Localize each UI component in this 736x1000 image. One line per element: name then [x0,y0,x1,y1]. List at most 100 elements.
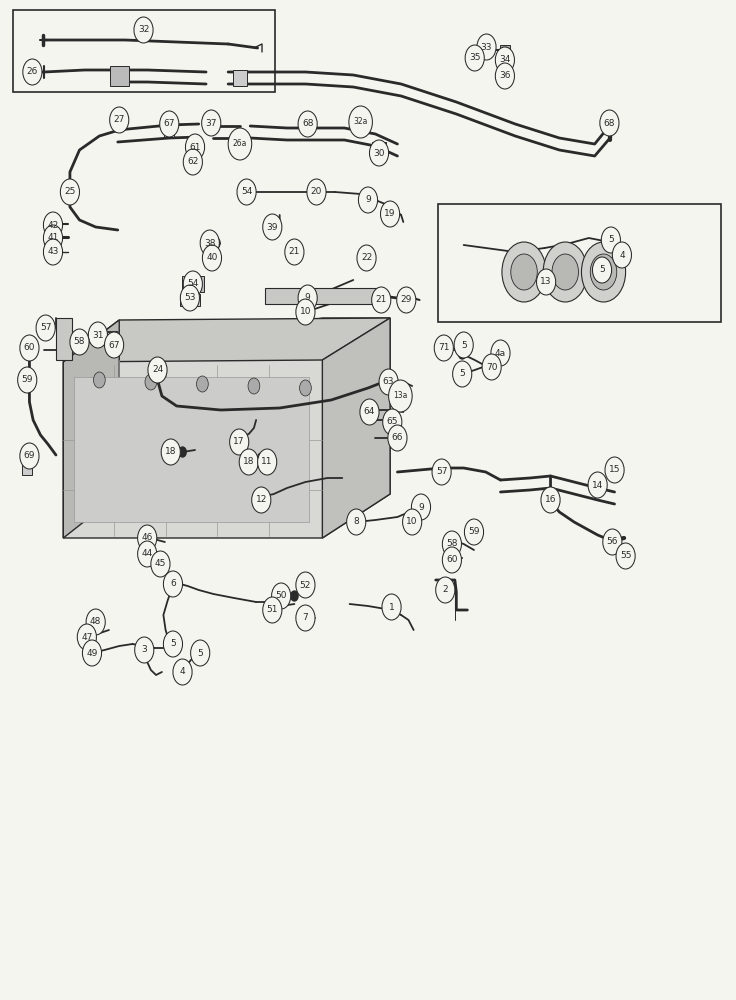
Text: 31: 31 [92,330,104,340]
Text: 45: 45 [155,560,166,568]
Text: 49: 49 [86,648,98,658]
Bar [265,288,379,304]
Circle shape [179,447,186,457]
Text: 60: 60 [24,344,35,353]
Text: 18: 18 [243,458,255,466]
Text: 9: 9 [365,196,371,205]
Text: 61: 61 [189,142,201,151]
Circle shape [389,380,412,412]
Circle shape [537,269,556,295]
Text: 46: 46 [141,534,153,542]
Text: 35: 35 [469,53,481,62]
Text: 3: 3 [141,646,147,654]
Text: 33: 33 [481,42,492,51]
Bar [500,69,510,83]
Circle shape [383,409,402,435]
Bar [372,142,386,158]
Circle shape [145,374,157,390]
Text: 21: 21 [289,247,300,256]
Text: 59: 59 [21,375,33,384]
Bar [438,204,721,322]
Circle shape [161,439,180,465]
Circle shape [105,332,124,358]
Text: 51: 51 [266,605,278,614]
Text: 66: 66 [392,434,403,442]
Text: 5: 5 [461,340,467,350]
Circle shape [552,254,578,290]
Circle shape [432,459,451,485]
Circle shape [600,110,619,136]
Circle shape [298,111,317,137]
Circle shape [381,201,400,227]
Circle shape [151,551,170,577]
Text: 60: 60 [446,556,458,564]
Circle shape [138,541,157,567]
Text: 68: 68 [604,118,615,127]
Text: 50: 50 [275,591,287,600]
Circle shape [603,529,622,555]
Text: 26: 26 [26,68,38,77]
Circle shape [434,335,453,361]
Circle shape [298,285,317,311]
Circle shape [454,332,473,358]
Text: 34: 34 [499,55,511,64]
Bar [309,184,324,199]
Circle shape [43,212,63,238]
Bar [182,276,204,292]
Circle shape [77,624,96,650]
Circle shape [465,45,484,71]
Circle shape [491,340,510,366]
Text: 58: 58 [446,540,458,548]
Circle shape [411,494,431,520]
Bar [56,318,72,360]
Text: 47: 47 [81,633,93,642]
Circle shape [237,179,256,205]
Circle shape [459,349,466,359]
Circle shape [263,597,282,623]
Circle shape [453,361,472,387]
Circle shape [607,235,615,245]
Circle shape [173,659,192,685]
Text: 12: 12 [255,495,267,504]
Text: 56: 56 [606,538,618,546]
Circle shape [581,242,626,302]
Circle shape [200,230,219,256]
Text: 64: 64 [364,408,375,416]
Circle shape [36,315,55,341]
Text: 38: 38 [204,238,216,247]
Bar [74,377,309,522]
Circle shape [347,509,366,535]
Bar [22,465,32,475]
Text: 54: 54 [241,188,252,196]
Circle shape [82,640,102,666]
Bar [180,294,200,306]
Text: 62: 62 [187,157,199,166]
Circle shape [482,354,501,380]
Text: 20: 20 [311,188,322,196]
Text: 13: 13 [540,277,552,286]
Circle shape [369,140,389,166]
Circle shape [60,179,79,205]
Circle shape [612,242,631,268]
Circle shape [43,239,63,265]
Bar [233,70,247,86]
Circle shape [163,571,183,597]
Bar [239,184,254,199]
Circle shape [358,187,378,213]
Circle shape [202,110,221,136]
Text: 70: 70 [486,362,498,371]
Circle shape [23,59,42,85]
Circle shape [263,214,282,240]
Text: 6: 6 [170,580,176,588]
Circle shape [43,225,63,251]
Text: 71: 71 [438,344,450,353]
Text: 2: 2 [442,585,448,594]
Circle shape [379,369,398,395]
Circle shape [183,149,202,175]
Text: 41: 41 [47,233,59,242]
Circle shape [616,543,635,569]
Circle shape [502,242,546,302]
Circle shape [20,443,39,469]
Circle shape [403,509,422,535]
Circle shape [56,248,62,256]
